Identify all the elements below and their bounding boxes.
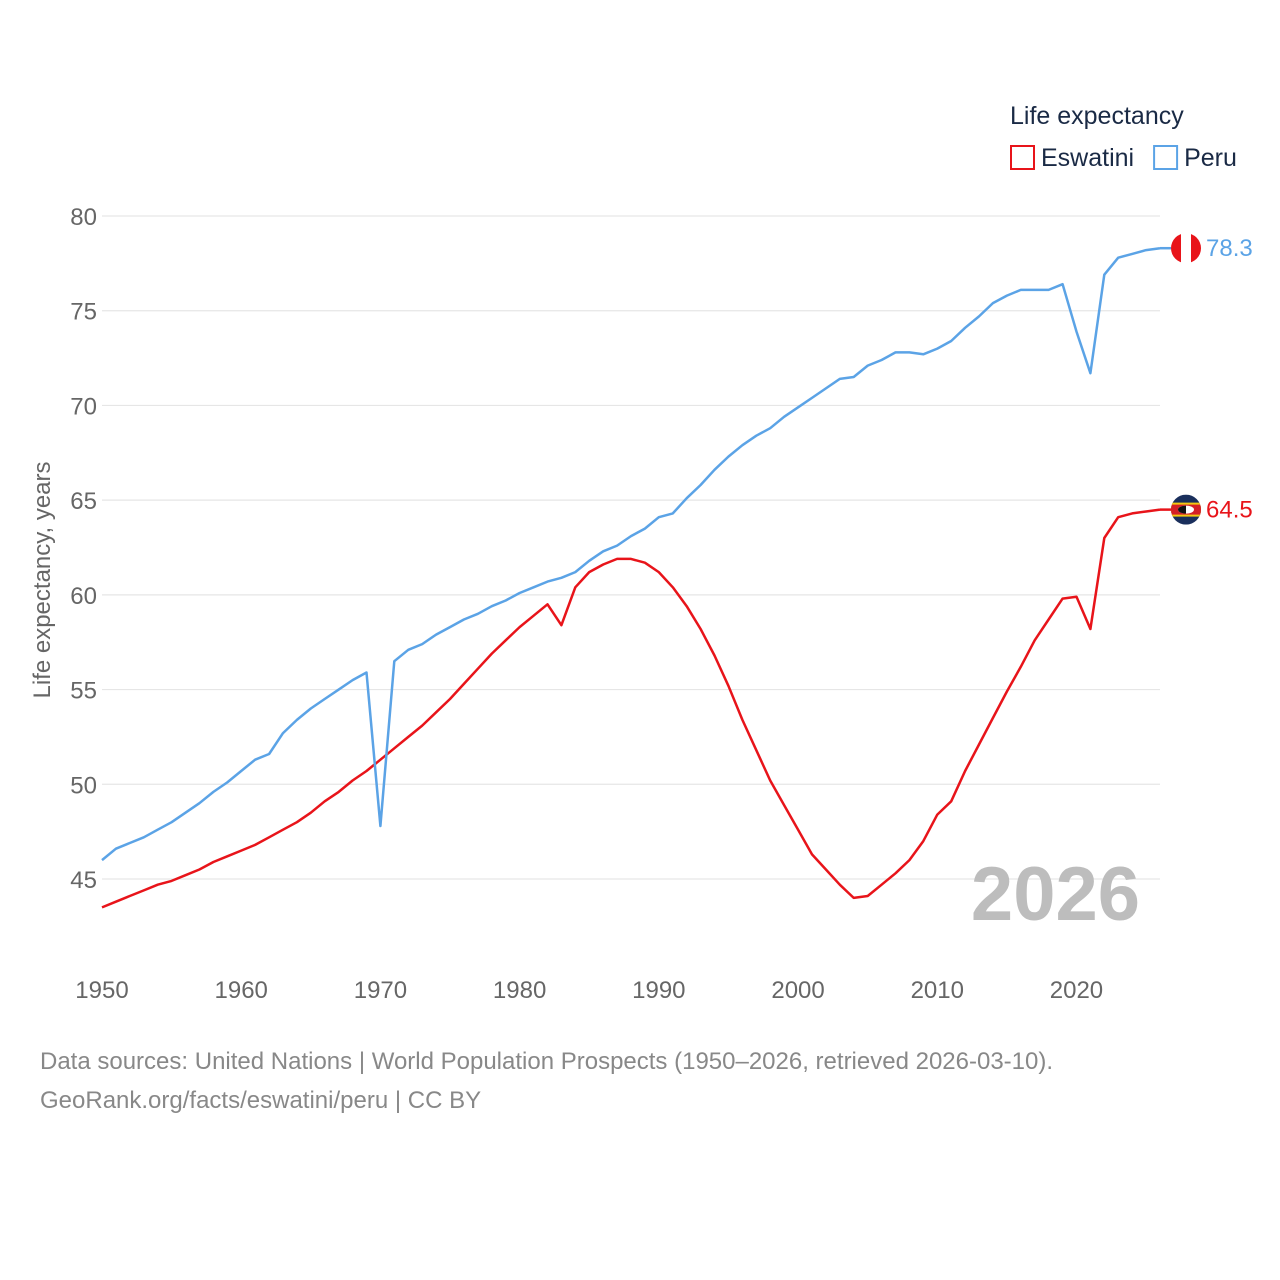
- y-axis-label: Life expectancy, years: [29, 461, 56, 698]
- series-lines: [101, 246, 1161, 909]
- legend-item-peru: Peru: [1184, 144, 1237, 172]
- y-tick-label: 60: [70, 583, 97, 610]
- x-tick-label: 1950: [75, 977, 128, 1004]
- y-tick-label: 70: [70, 393, 97, 420]
- source-link[interactable]: GeoRank.org/facts/eswatini/peru | CC BY: [40, 1087, 482, 1114]
- x-tick-label: 2020: [1050, 977, 1103, 1004]
- y-tick-label: 50: [70, 772, 97, 799]
- line-chart: 45 50 55 60 65 70 75 80 1950 1960 1970 1980 1990 200…: [29, 102, 1253, 1004]
- end-labels: 64.5 78.3: [1160, 233, 1253, 525]
- peru-flag-icon: [1171, 233, 1201, 264]
- x-tick-label: 1990: [632, 977, 685, 1004]
- series-line-eswatini: [101, 508, 1161, 909]
- legend-item-eswatini: Eswatini: [1041, 144, 1134, 172]
- legend-swatch: [1153, 145, 1179, 170]
- y-tick-label: 45: [70, 867, 97, 894]
- end-value-label: 78.3: [1206, 235, 1253, 262]
- grid-lines: [102, 215, 1160, 880]
- legend: Life expectancy Eswatini Peru: [1010, 102, 1237, 172]
- y-tick-label: 75: [70, 299, 97, 326]
- y-axis: 45 50 55 60 65 70 75 80: [70, 204, 97, 894]
- y-tick-label: 65: [70, 488, 97, 515]
- x-tick-label: 2000: [771, 977, 824, 1004]
- legend-title: Life expectancy: [1010, 102, 1184, 130]
- y-tick-label: 55: [70, 678, 97, 705]
- x-tick-label: 1970: [354, 977, 407, 1004]
- x-tick-label: 2010: [911, 977, 964, 1004]
- year-watermark: 2026: [971, 852, 1140, 937]
- y-tick-label: 80: [70, 204, 97, 231]
- end-value-label: 64.5: [1206, 497, 1253, 524]
- x-axis: 1950 1960 1970 1980 1990 2000 2010 2020: [75, 977, 1103, 1004]
- footer: Data sources: United Nations | World Pop…: [40, 1042, 1240, 1120]
- legend-swatch: [1010, 145, 1035, 170]
- data-sources-text: Data sources: United Nations | World Pop…: [40, 1048, 1054, 1075]
- x-tick-label: 1960: [215, 977, 268, 1004]
- x-tick-label: 1980: [493, 977, 546, 1004]
- series-line-peru: [101, 246, 1161, 862]
- eswatini-flag-icon: [1171, 494, 1201, 525]
